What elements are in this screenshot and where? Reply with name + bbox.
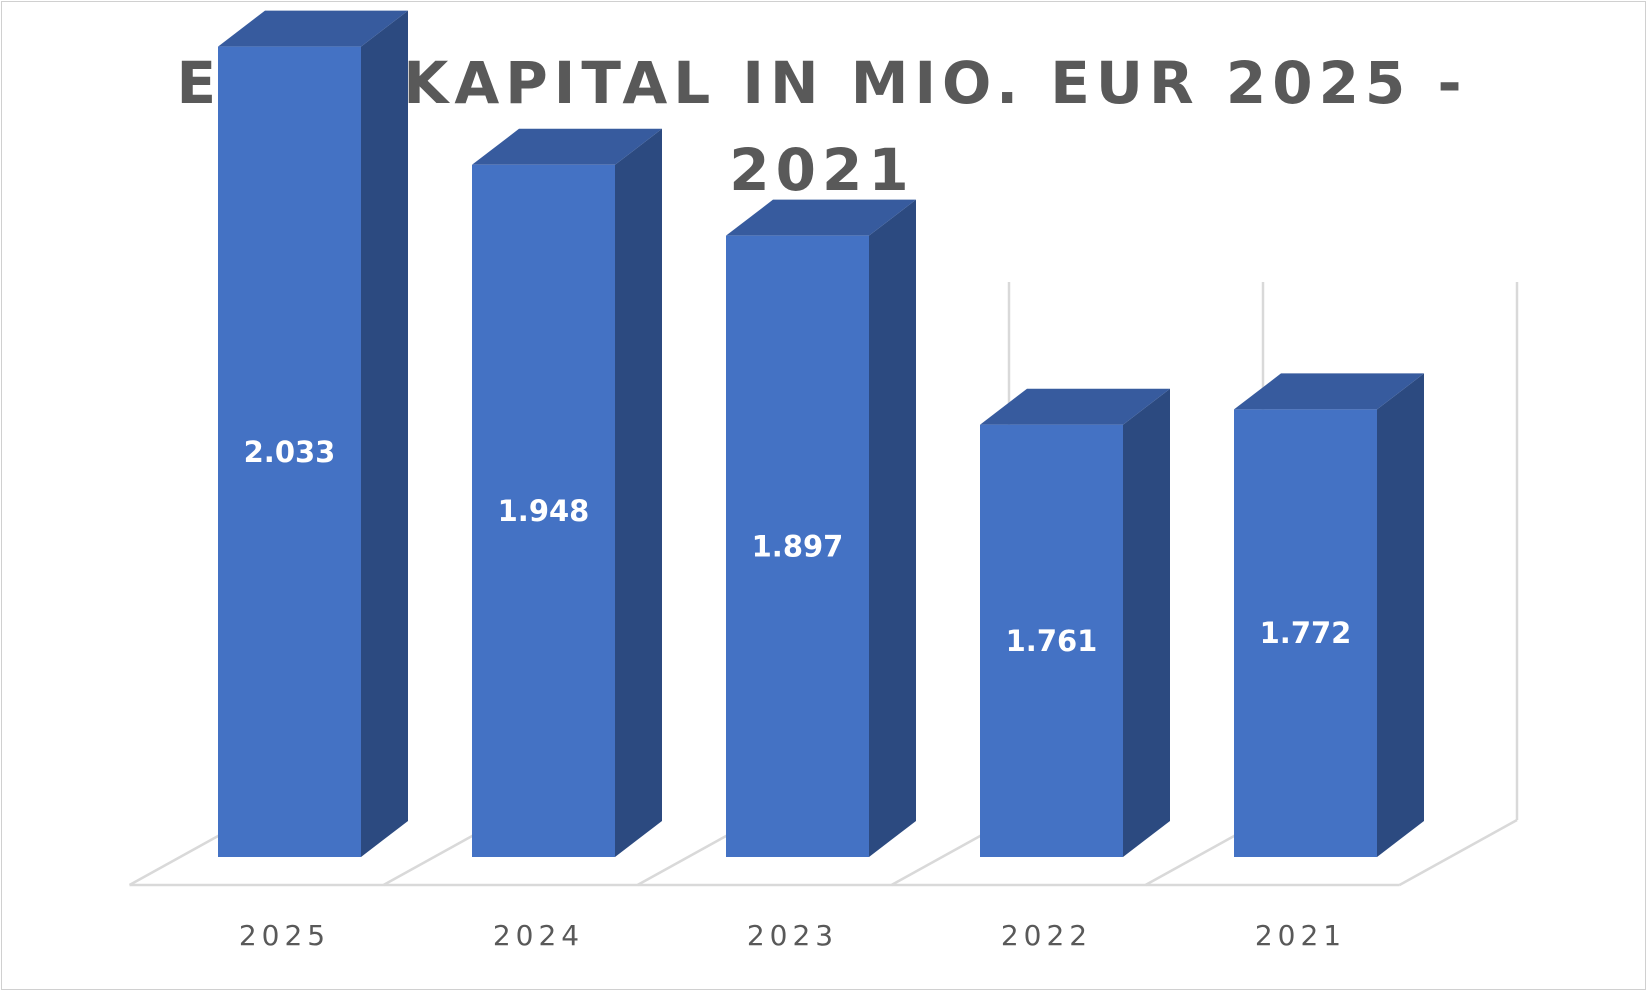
bars: [218, 10, 1424, 858]
bar-top-face: [472, 128, 662, 165]
data-labels: 2.033 1.948 1.897 1.761 1.772: [244, 435, 1352, 658]
bar-top-face: [1234, 373, 1424, 410]
bar-front-face: [1234, 409, 1377, 857]
bar-side-face: [1377, 373, 1424, 857]
bar-2024: [472, 128, 662, 857]
data-label-2025: 2.033: [244, 435, 336, 469]
data-label-2022: 1.761: [1006, 624, 1098, 658]
bar-side-face: [361, 10, 408, 857]
tick-label-2022: 2022: [1001, 919, 1092, 952]
x-axis-tick-labels: 2025 2024 2023 2022 2021: [239, 919, 1346, 952]
bar-side-face: [615, 128, 662, 857]
bar-2023: [726, 199, 916, 858]
bar-top-face: [980, 388, 1170, 425]
data-label-2021: 1.772: [1260, 616, 1352, 650]
tick-label-2021: 2021: [1255, 919, 1346, 952]
bar-front-face: [472, 164, 615, 857]
bar-front-face: [726, 235, 869, 858]
bar-2022: [980, 388, 1170, 857]
bar-side-face: [869, 199, 916, 858]
data-label-2023: 1.897: [752, 529, 844, 563]
bar-front-face: [218, 46, 361, 857]
tick-label-2024: 2024: [493, 919, 584, 952]
bar-top-face: [218, 10, 408, 47]
tick-label-2025: 2025: [239, 919, 330, 952]
bar-front-face: [980, 424, 1123, 857]
data-label-2024: 1.948: [498, 494, 590, 528]
tick-label-2023: 2023: [747, 919, 838, 952]
bar-side-face: [1123, 388, 1170, 857]
bar-top-face: [726, 199, 916, 236]
bar-2021: [1234, 373, 1424, 857]
floor-gridline: [1398, 818, 1518, 887]
bar-2025: [218, 10, 408, 857]
